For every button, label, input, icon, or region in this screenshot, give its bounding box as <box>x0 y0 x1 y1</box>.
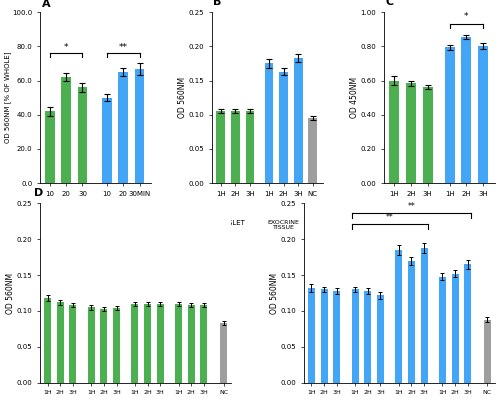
Bar <box>100 309 107 383</box>
Bar <box>70 305 76 383</box>
Bar <box>88 307 95 383</box>
Text: ISLET: ISLET <box>226 220 245 226</box>
Bar <box>61 77 71 183</box>
Bar <box>134 69 144 183</box>
Y-axis label: OD 560NM: OD 560NM <box>270 272 279 314</box>
Bar <box>118 72 128 183</box>
Bar <box>422 87 433 183</box>
Text: ISLET: ISLET <box>402 221 420 227</box>
Bar <box>157 304 164 383</box>
Text: **: ** <box>118 42 128 52</box>
Bar <box>406 83 416 183</box>
Bar <box>478 46 488 183</box>
Y-axis label: OD 560NM: OD 560NM <box>178 77 187 118</box>
Text: *: * <box>64 42 68 52</box>
Text: B: B <box>214 0 222 7</box>
Bar <box>45 112 54 183</box>
Text: **: ** <box>408 202 416 211</box>
Bar <box>102 98 112 183</box>
Bar <box>264 63 274 183</box>
Bar <box>144 304 151 383</box>
Bar <box>364 291 371 383</box>
Text: A: A <box>42 0 50 9</box>
Text: EXOCRINE TISSUE: EXOCRINE TISSUE <box>96 221 151 226</box>
Bar <box>246 112 254 183</box>
Bar <box>408 261 415 383</box>
Bar <box>308 118 317 183</box>
Bar <box>200 305 207 383</box>
Bar <box>462 37 471 183</box>
Bar <box>377 295 384 383</box>
Text: EXOCRINE
TISSUE: EXOCRINE TISSUE <box>268 220 300 230</box>
Bar <box>389 81 399 183</box>
Bar <box>113 308 120 383</box>
Bar <box>308 288 315 383</box>
Bar <box>175 304 182 383</box>
Y-axis label: OD 560NM [% OF WHOLE]: OD 560NM [% OF WHOLE] <box>4 52 10 143</box>
Bar <box>420 248 428 383</box>
Bar <box>294 58 302 183</box>
Bar <box>57 302 64 383</box>
Bar <box>220 323 227 383</box>
Text: D: D <box>34 188 43 198</box>
Bar <box>279 72 288 183</box>
Y-axis label: OD 450NM: OD 450NM <box>350 77 359 118</box>
Bar <box>44 298 51 383</box>
Bar <box>216 112 225 183</box>
Bar <box>320 289 328 383</box>
Bar <box>444 47 454 183</box>
Bar <box>352 289 358 383</box>
Bar <box>484 319 491 383</box>
Bar <box>78 88 88 183</box>
Text: C: C <box>386 0 394 7</box>
Bar <box>231 112 240 183</box>
Bar <box>464 265 471 383</box>
Y-axis label: OD 560NM: OD 560NM <box>6 272 15 314</box>
Bar <box>188 305 195 383</box>
Text: EXOCRINE
TISSUE: EXOCRINE TISSUE <box>450 221 482 231</box>
Bar <box>132 304 138 383</box>
Bar <box>439 277 446 383</box>
Text: *: * <box>464 12 468 21</box>
Bar <box>334 291 340 383</box>
Text: **: ** <box>386 213 394 222</box>
Bar <box>396 250 402 383</box>
Bar <box>452 274 458 383</box>
Text: ISLET: ISLET <box>56 221 76 227</box>
